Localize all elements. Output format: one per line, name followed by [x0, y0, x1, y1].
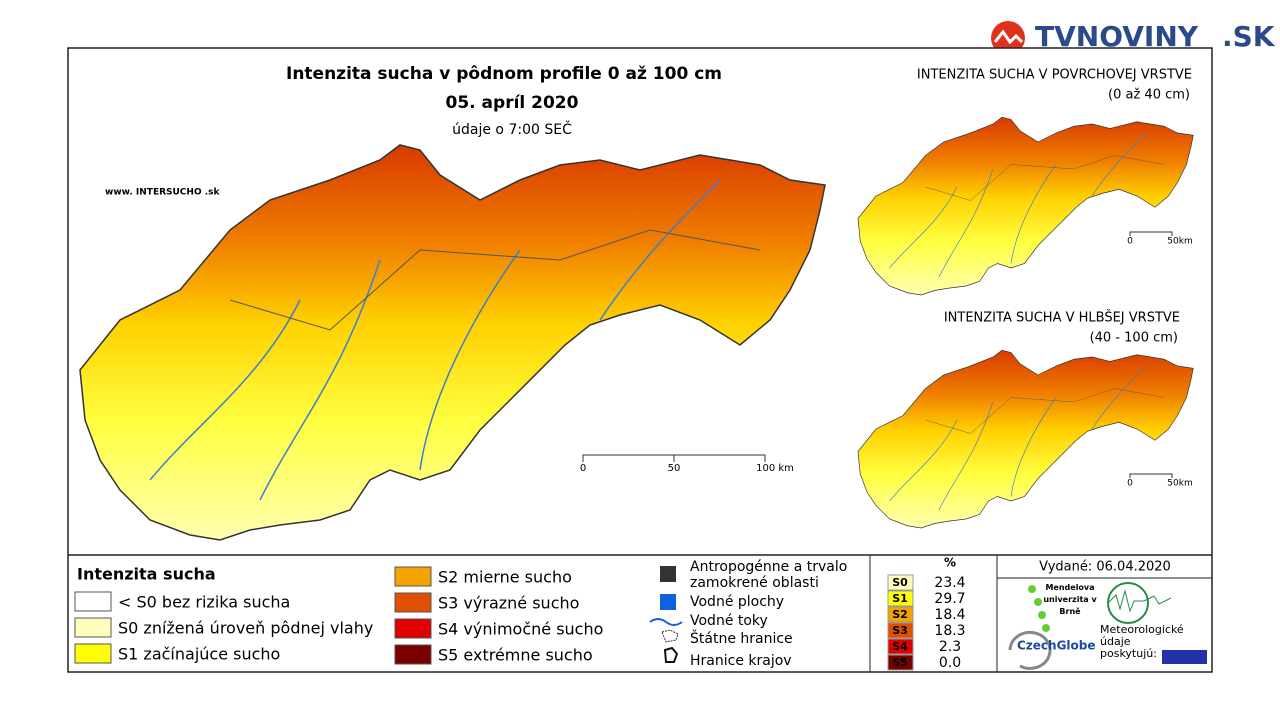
other-legend: Vodné toky: [690, 613, 768, 629]
legend-label: S0 znížená úroveň pôdnej vlahy: [118, 619, 373, 638]
scale-label: 0: [580, 463, 586, 474]
border-icon: [661, 629, 679, 643]
class-code: S1: [892, 592, 908, 605]
website: www. INTERSUCHO .sk: [105, 188, 221, 198]
class-cell: [887, 574, 914, 591]
anthro-icon: [660, 566, 676, 582]
class-cell: [887, 606, 914, 623]
class-code: S0: [892, 576, 908, 589]
chmu-wave: [1107, 589, 1172, 613]
legend-label: S3 výrazné sucho: [438, 594, 579, 613]
legend-swatch: [394, 644, 432, 665]
inset-title: INTENZITA SUCHA V POVRCHOVEJ VRSTVE: [917, 68, 1192, 83]
class-cell: [887, 622, 914, 639]
legend-swatch: [394, 592, 432, 613]
mendel-logo: [1028, 585, 1050, 632]
table-header: %: [944, 556, 956, 570]
inset-subtitle: (40 - 100 cm): [1090, 331, 1178, 346]
label-line: Antropogénne a trvalo: [690, 559, 847, 575]
legend-label: S2 mierne sucho: [438, 568, 572, 587]
percent: 2.3: [939, 639, 961, 655]
scale-label: 0: [1127, 237, 1133, 247]
legend-label: S5 extrémne sucho: [438, 646, 593, 665]
legend-label: < S0 bez rizika sucha: [118, 593, 290, 612]
legend-title: Intenzita sucha: [77, 565, 216, 584]
legend-swatch: [394, 618, 432, 639]
river-icon: [649, 618, 683, 626]
mendel-text-box: Mendelova univerzita v Brně: [1043, 583, 1097, 616]
class-cell: [887, 590, 914, 607]
inset-title: INTENZITA SUCHA V HLBŠEJ VRSTVE: [944, 310, 1180, 326]
label-line: zamokrené oblasti: [690, 575, 819, 591]
legend-label: S1 začínajúce sucho: [118, 645, 280, 664]
scale-bar: [1129, 473, 1173, 478]
percent: 23.4: [934, 575, 965, 591]
map-date: 05. apríl 2020: [446, 93, 579, 113]
scale-label: 50km: [1167, 479, 1192, 489]
czechglobe-text: CzechGlobe: [1017, 639, 1096, 653]
legend: < S0 bez rizika sucha S0 znížená úroveň p…: [74, 566, 603, 665]
scale-bar: [1129, 231, 1173, 236]
table: S0 23.4 S1 29.7 S2 18.4 S3 18.3 S4 2.3 S5 0.0: [887, 574, 966, 671]
czechglobe-logo: [1008, 630, 1052, 670]
legend-swatch: [74, 643, 112, 664]
scale-label: 50: [668, 463, 681, 474]
meteo-box: Meteorologické údaje poskytujú:: [1100, 624, 1184, 660]
scale-bar: [582, 454, 766, 462]
class-cell: [887, 638, 914, 655]
other-legend: Štátne hranice: [690, 629, 793, 647]
scale-label: 50km: [1167, 237, 1192, 247]
meteo-text: Meteorologické údaje poskytujú:: [1100, 624, 1184, 660]
other-legend: Hranice krajov: [690, 653, 792, 669]
issued: Vydané: 06.04.2020: [1039, 560, 1171, 575]
legend-swatch: [74, 591, 112, 612]
class-code: S5: [892, 656, 908, 669]
map-time: údaje o 7:00 SEČ: [452, 120, 572, 138]
class-code: S4: [892, 640, 908, 653]
logo-wave: [993, 29, 1024, 45]
scale-label: 100 km: [756, 463, 794, 474]
percent: 18.3: [934, 623, 965, 639]
class-code: S3: [892, 624, 908, 637]
legend-label: S4 výnimočné sucho: [438, 620, 603, 639]
percent: 29.7: [934, 591, 965, 607]
other-legend: Vodné plochy: [690, 594, 784, 610]
map-title: Intenzita sucha v pôdnom profile 0 až 10…: [286, 64, 722, 84]
legend-swatch: [394, 566, 432, 587]
mendel-text: Mendelova univerzita v Brně: [1043, 583, 1097, 616]
other-legend: Antropogénne a trvalo zamokrené oblasti: [690, 559, 847, 591]
shmu-logo: [1162, 650, 1207, 664]
inset-subtitle: (0 až 40 cm): [1108, 88, 1190, 103]
class-code: S2: [892, 608, 908, 621]
water-icon: [660, 594, 676, 610]
logo-tld: .SK: [1222, 20, 1276, 53]
class-cell: [887, 654, 914, 671]
percent: 0.0: [939, 655, 961, 671]
scale-label: 0: [1127, 479, 1133, 489]
percent: 18.4: [934, 607, 965, 623]
region-icon: [663, 646, 679, 663]
legend-swatch: [74, 617, 112, 638]
